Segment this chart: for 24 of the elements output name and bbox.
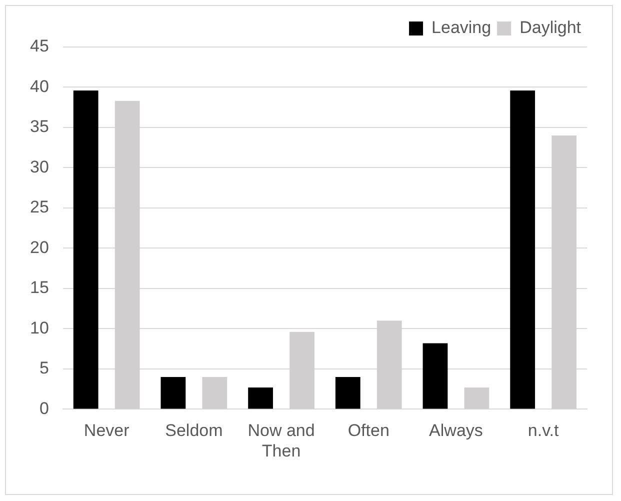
x-tick-label: Now and Then	[248, 421, 315, 460]
y-tick-label: 5	[39, 358, 49, 378]
y-tick-label: 35	[30, 117, 49, 136]
y-tick-label: 0	[39, 398, 49, 418]
x-tick-label: Seldom	[165, 421, 223, 440]
bar	[73, 90, 98, 409]
x-tick-label: Never	[84, 421, 130, 440]
y-tick-label: 25	[30, 198, 49, 217]
legend-label: Leaving	[432, 18, 492, 38]
bar	[248, 387, 273, 409]
bar	[160, 377, 186, 409]
y-tick-label: 15	[30, 278, 49, 298]
x-tick-label: Always	[429, 421, 483, 440]
y-tick-label: 20	[30, 238, 49, 257]
y-tick-label: 45	[30, 36, 49, 56]
x-tick-label: n.v.t	[528, 421, 560, 440]
bar	[422, 343, 448, 409]
legend-label: Daylight	[520, 18, 582, 38]
y-tick-label: 30	[30, 157, 49, 176]
x-tick-label: Often	[348, 421, 390, 440]
y-tick-label: 10	[30, 318, 49, 338]
y-tick-label: 40	[30, 76, 49, 96]
bar	[510, 90, 536, 409]
bar	[335, 377, 360, 409]
